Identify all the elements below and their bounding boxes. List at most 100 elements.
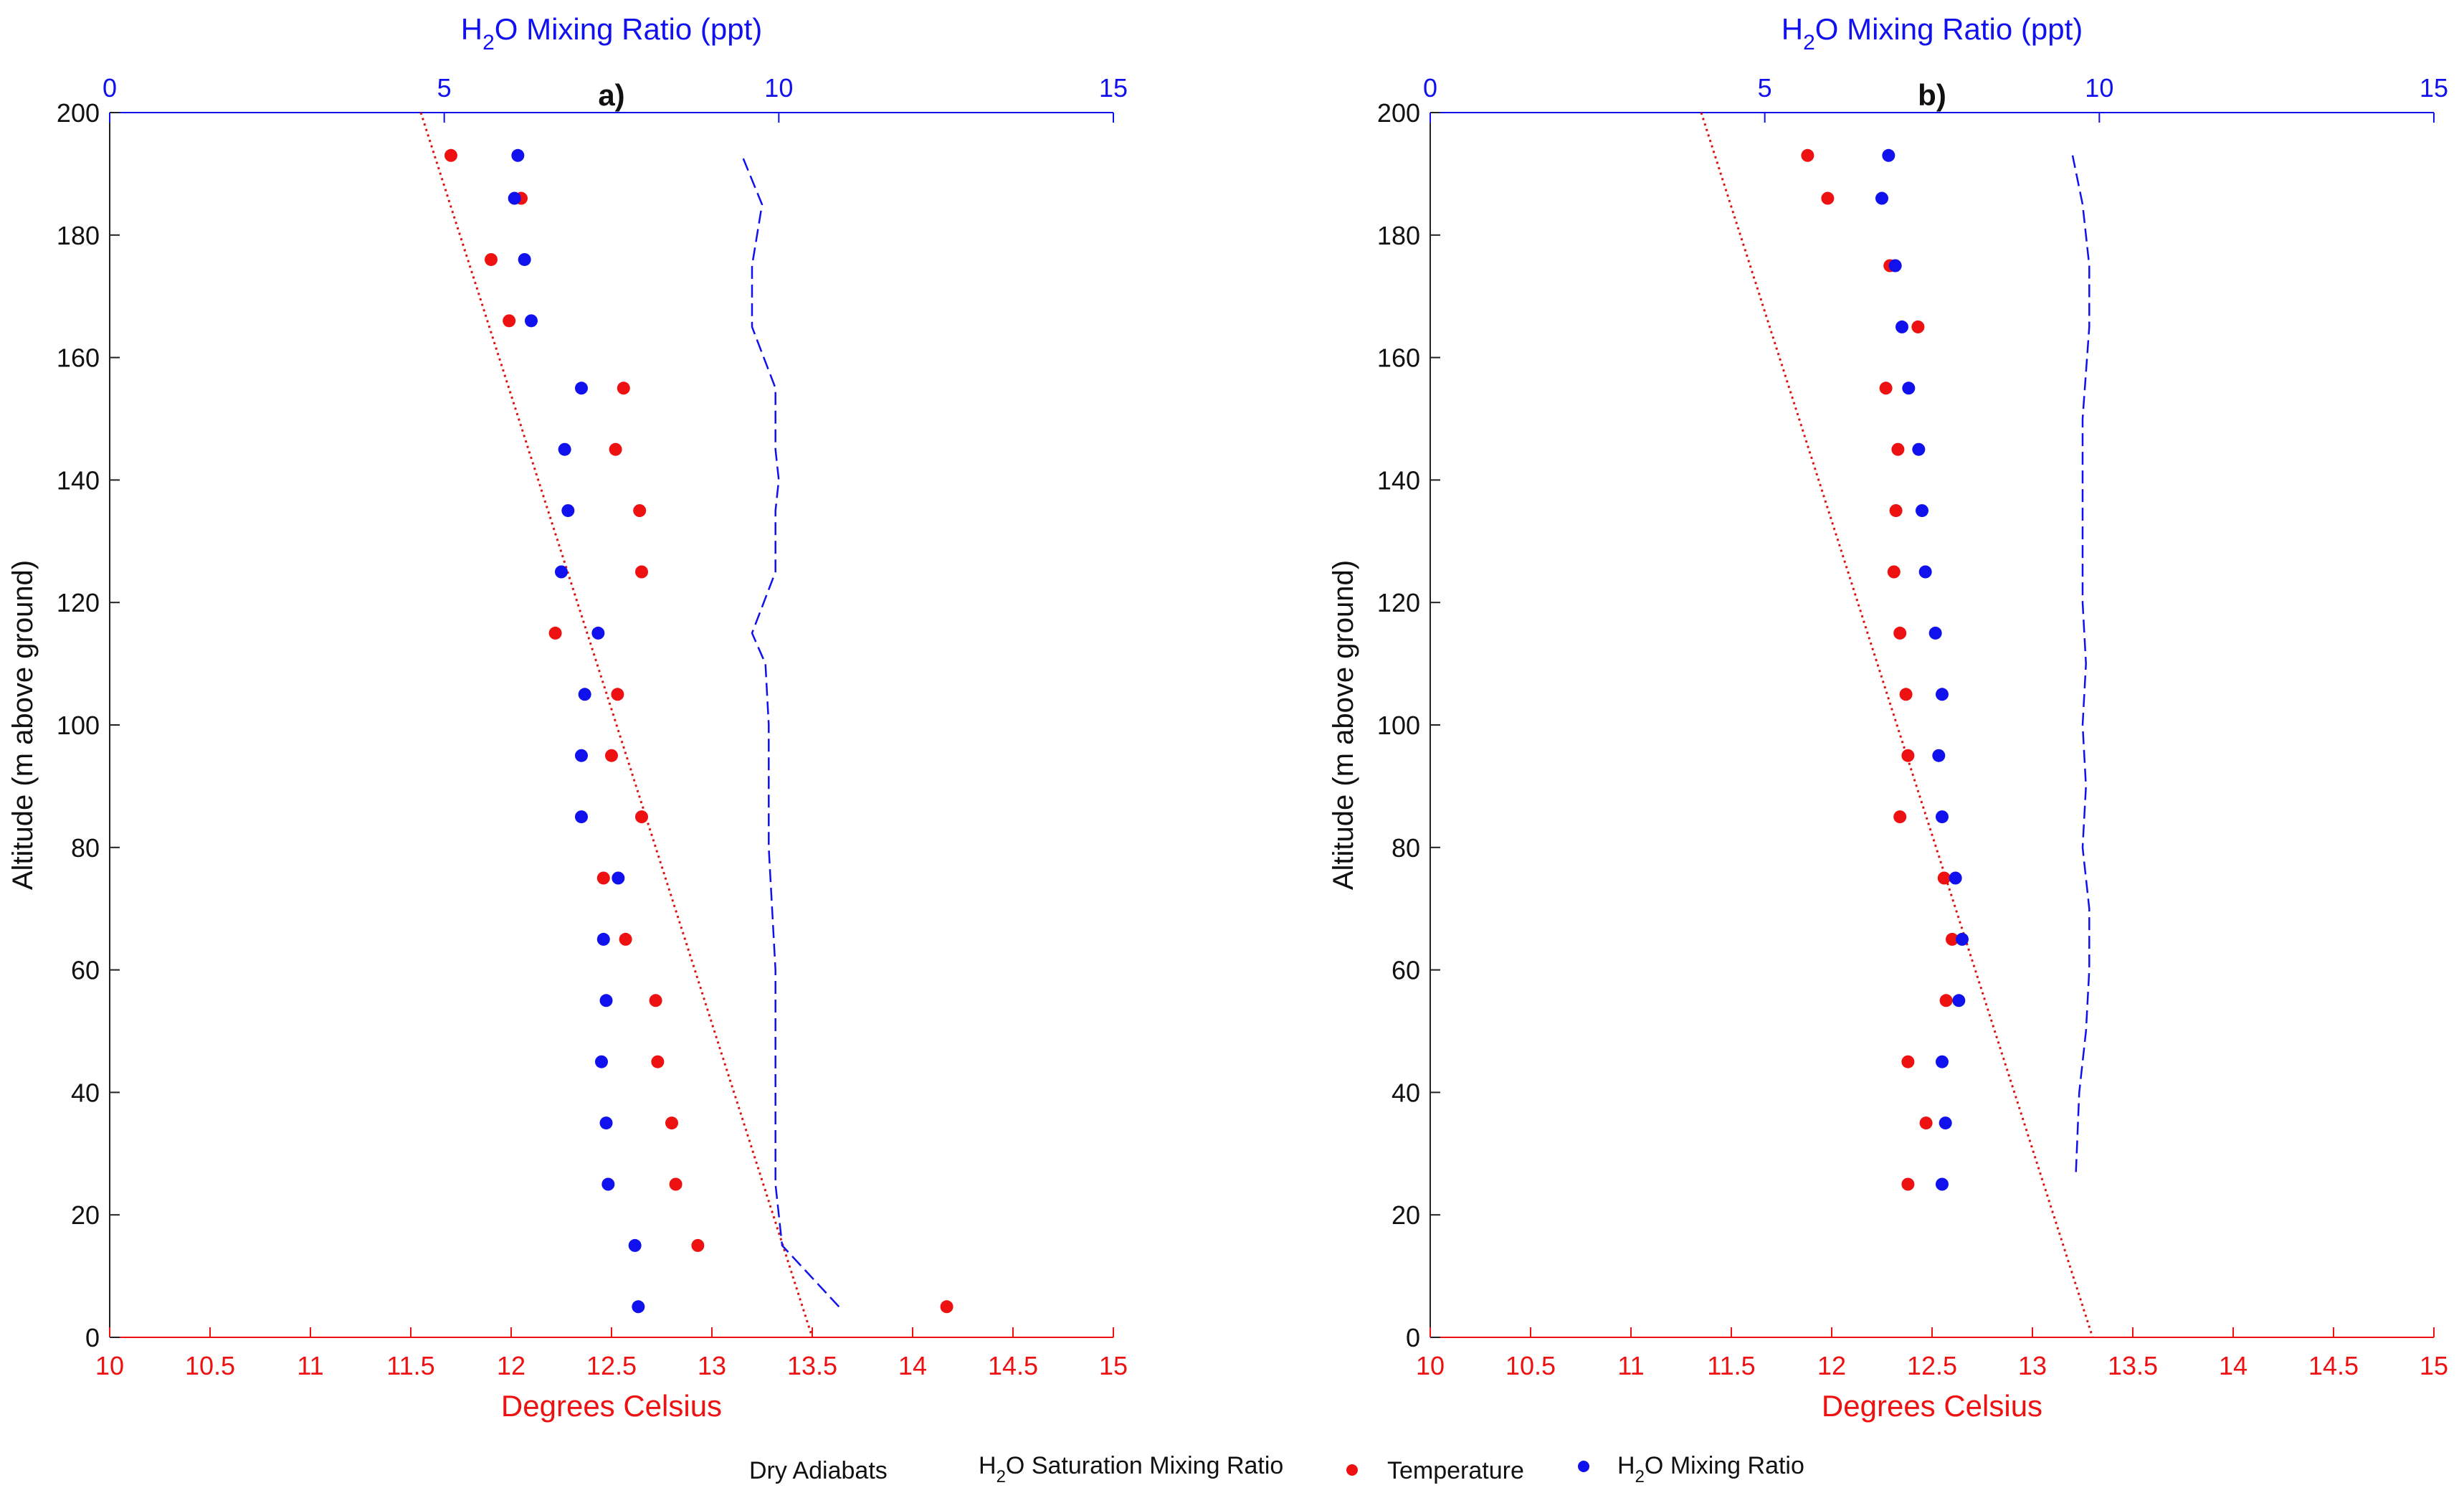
legend-saturation-sub: 2 <box>996 1467 1006 1486</box>
legend-mixing-sub: 2 <box>1635 1467 1645 1486</box>
panel-a-saturation-line <box>741 155 840 1308</box>
panel-b-dry-adiabat-line <box>1700 112 2094 1338</box>
panel-b-top-axis-title-sub: 2 <box>1803 31 1815 54</box>
legend-temperature-label: Temperature <box>1387 1457 1524 1484</box>
panel-b-x-top-tick-label: 15 <box>2420 73 2448 103</box>
panel-a-mixing-ratio-point <box>508 191 521 205</box>
panel-a-mixing-ratio-point <box>561 504 575 518</box>
panel-a-temperature-point <box>503 314 516 328</box>
panel-a-x-bottom-tick-label: 14 <box>898 1351 927 1380</box>
panel-a-x-top-tick-label: 5 <box>437 73 452 103</box>
panel-b-temperature-point <box>1801 148 1814 162</box>
panel-a-temperature-point <box>635 810 648 824</box>
panel-a-temperature-point <box>609 442 622 456</box>
panel-a-mixing-ratio-point <box>599 994 613 1007</box>
panel-b-temperature-point <box>1887 565 1901 579</box>
panel-b-y-tick-label: 0 <box>1406 1323 1420 1352</box>
panel-b-x-bottom-tick-label: 11 <box>1617 1351 1644 1380</box>
panel-b-y-tick-label: 200 <box>1377 98 1420 128</box>
panel-a-y-tick-label: 0 <box>85 1323 100 1352</box>
panel-a-x-bottom-tick-label: 13 <box>698 1351 726 1380</box>
panel-a-x-bottom-tick-label: 10.5 <box>185 1351 235 1380</box>
legend-dry-adiabats-label: Dry Adiabats <box>749 1457 888 1484</box>
panel-a-temperature-point <box>691 1238 705 1252</box>
panel-b-temperature-point <box>1821 191 1835 205</box>
legend-saturation-label: H2O Saturation Mixing Ratio <box>979 1452 1283 1486</box>
panel-a-mixing-ratio-point <box>525 314 538 328</box>
panel-b-y-tick-label: 180 <box>1377 221 1420 250</box>
legend-mixing-marker <box>1578 1461 1589 1472</box>
panel-a-mixing-ratio-point <box>599 1116 613 1130</box>
chart-legend: Dry Adiabats H2O Saturation Mixing Ratio… <box>749 1452 1804 1486</box>
panel-b-temperature-point <box>1893 810 1907 824</box>
panel-b-x-bottom-tick-label: 10 <box>1416 1351 1445 1380</box>
panel-b-x-bottom-tick-label: 14 <box>2219 1351 2247 1380</box>
panel-a-temperature-point <box>665 1116 678 1130</box>
panel-a-mixing-ratio-point <box>578 688 591 701</box>
panel-b-y-tick-label: 20 <box>1392 1200 1420 1230</box>
panel-b-mixing-ratio-point <box>1888 259 1902 272</box>
panel-a-temperature-point <box>633 504 647 518</box>
panel-b-temperature-point <box>1919 1116 1933 1130</box>
panel-b-x-bottom-tick-label: 15 <box>2420 1351 2448 1380</box>
panel-b-saturation-line <box>2071 155 2090 1172</box>
panel-a-y-tick-label: 180 <box>57 221 100 250</box>
panel-b-top-axis-title-main: H <box>1782 12 1803 46</box>
panel-b-x-bottom-tick-label: 12 <box>1817 1351 1846 1380</box>
panel-b-x-bottom-tick-label: 14.5 <box>2308 1351 2359 1380</box>
panel-b-x-bottom-tick-label: 13 <box>2018 1351 2047 1380</box>
panel-b-mixing-ratio-point <box>1936 810 1949 824</box>
panel-b-mixing-ratio-point <box>1882 148 1895 162</box>
panel-a-x-bottom-tick-label: 11.5 <box>386 1351 434 1380</box>
panel-b-y-tick-label: 120 <box>1377 588 1420 617</box>
panel-a-temperature-point <box>485 252 498 266</box>
panel-b-temperature-point <box>1899 688 1913 701</box>
panel-b-temperature-point <box>1911 320 1925 333</box>
panel-a-y-tick-label: 60 <box>71 956 100 985</box>
panel-b-y-tick-label: 60 <box>1392 956 1420 985</box>
panel-b-mixing-ratio-point <box>1932 749 1946 762</box>
panel-a-mixing-ratio-point <box>612 871 625 885</box>
panel-b-temperature-point <box>1891 442 1905 456</box>
panel-b-x-top-tick-label: 0 <box>1423 73 1437 103</box>
panel-a-mixing-ratio-point <box>632 1300 645 1314</box>
panel-b-temperature-point <box>1893 626 1907 640</box>
panel-b-mixing-ratio-point <box>1875 191 1888 205</box>
legend-mixing-rest: O Mixing Ratio <box>1645 1452 1804 1479</box>
panel-a-mixing-ratio-point <box>595 1055 608 1068</box>
panel-b-temperature-point <box>1901 749 1915 762</box>
panel-b-xlabel: Degrees Celsius <box>1822 1389 2042 1423</box>
panel-a-temperature-point <box>619 932 632 946</box>
panel-b-temperature-point <box>1879 381 1893 395</box>
panel-b-mixing-ratio-point <box>1912 442 1926 456</box>
panel-b-temperature-point <box>1889 504 1903 518</box>
panel-b-temperature-point <box>1901 1177 1915 1191</box>
panel-a-top-axis-title-sub: 2 <box>482 31 495 54</box>
panel-a-temperature-point <box>617 381 630 395</box>
panel-a-mixing-ratio-point <box>575 381 588 395</box>
panel-b-mixing-ratio-point <box>1928 626 1942 640</box>
legend-mixing-label: H2O Mixing Ratio <box>1617 1452 1804 1486</box>
panel-a-mixing-ratio-point <box>518 252 531 266</box>
panel-b-mixing-ratio-point <box>1918 565 1932 579</box>
panel-a-x-top-tick-label: 0 <box>103 73 117 103</box>
panel-a-x-bottom-tick-label: 12 <box>497 1351 525 1380</box>
panel-b-y-tick-label: 40 <box>1392 1078 1420 1107</box>
panel-a-y-tick-label: 200 <box>57 98 100 128</box>
panel-a-mixing-ratio-point <box>601 1177 615 1191</box>
panel-b-mixing-ratio-point <box>1916 504 1928 518</box>
panel-a-temperature-point <box>940 1300 953 1314</box>
panel-b-y-tick-label: 100 <box>1377 711 1420 740</box>
panel-a-temperature-point <box>611 688 624 701</box>
panel-a-temperature-point <box>444 148 457 162</box>
panel-b-y-tick-label: 160 <box>1377 343 1420 373</box>
panel-a-y-tick-label: 80 <box>71 833 100 863</box>
panel-a-y-tick-label: 20 <box>71 1200 100 1230</box>
panel-b-x-top-tick-label: 10 <box>2085 73 2113 103</box>
panel-a-mixing-ratio-point <box>596 932 610 946</box>
panel-a-x-bottom-tick-label: 10 <box>95 1351 124 1380</box>
panel-a-mixing-ratio-point <box>591 626 605 640</box>
panel-a-temperature-point <box>649 994 662 1007</box>
